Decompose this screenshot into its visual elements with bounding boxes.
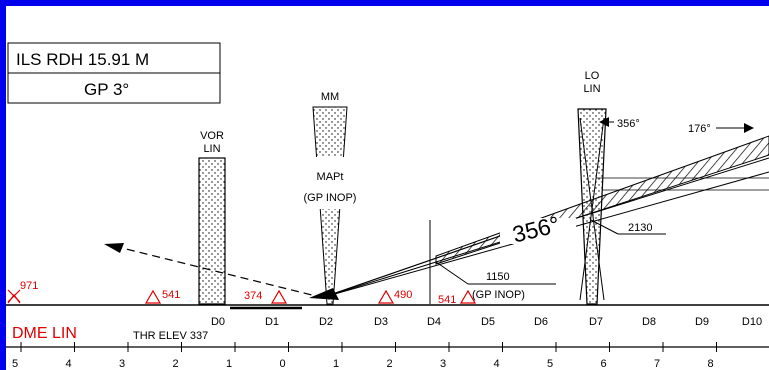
threshold-elevation-label: THR ELEV 337: [133, 330, 208, 342]
dme-label-d0: D0: [211, 316, 225, 328]
obstacle-490-label: 490: [394, 289, 412, 301]
vor-ident-label: LIN: [203, 143, 220, 155]
ils-rdh-text: ILS RDH 15.91 M: [16, 50, 149, 69]
scale-label: 4: [494, 358, 500, 370]
distance-scale: 5 4 3 2 1 0 1 2 3 4 5 6 7 8: [6, 342, 769, 370]
obstacle-374: 374: [244, 289, 288, 304]
dme-label-d1: D1: [265, 316, 279, 328]
obstacle-541-east-label: 541: [438, 294, 456, 306]
scale-label: 5: [547, 358, 553, 370]
scale-label: 0: [280, 358, 286, 370]
inbound-course-label: 356°: [617, 118, 640, 130]
procedure-profile-panel: ILS RDH 15.91 M GP 3° VOR LIN MM MAPt (G…: [6, 6, 769, 370]
scale-label: 1: [226, 358, 232, 370]
dme-label-d10: D10: [742, 316, 762, 328]
gp-angle-text: GP 3°: [84, 80, 129, 99]
middle-marker: MM MAPt (GP INOP): [298, 91, 366, 305]
altitude-2130: 2130: [590, 219, 666, 235]
obstacle-971: 971: [7, 280, 38, 304]
scale-label: 5: [12, 358, 18, 370]
approach-profile-diagram: ILS RDH 15.91 M GP 3° VOR LIN MM MAPt (G…: [6, 42, 769, 370]
scale-label: 8: [708, 358, 714, 370]
mapt-gp-inop-label: (GP INOP): [304, 192, 357, 204]
dme-source-label: DME LIN: [12, 325, 77, 342]
altitude-2130-label: 2130: [628, 222, 652, 234]
dme-label-d7: D7: [589, 316, 603, 328]
obstacle-490: 490: [377, 289, 412, 304]
obstacle-541-west: 541: [144, 289, 180, 304]
course-arrows: 356° 176°: [599, 117, 754, 135]
mapt-label: MAPt: [317, 171, 344, 183]
scale-label: 2: [173, 358, 179, 370]
missed-approach-track: [104, 243, 339, 300]
scale-label: 3: [440, 358, 446, 370]
altitude-1150: 1150 (GP INOP): [429, 220, 556, 304]
mm-label: MM: [321, 91, 339, 103]
dme-label-d2: D2: [319, 316, 333, 328]
outbound-course-label: 176°: [688, 123, 711, 135]
scale-label: 2: [387, 358, 393, 370]
scale-label: 3: [119, 358, 125, 370]
dme-label-d6: D6: [534, 316, 548, 328]
dme-label-d4: D4: [427, 316, 441, 328]
lo-ident-label: LIN: [583, 83, 600, 95]
obstacle-374-label: 374: [244, 290, 262, 302]
dme-label-d5: D5: [481, 316, 495, 328]
scale-label: 4: [66, 358, 72, 370]
obstacle-541-east: 541: [438, 289, 477, 306]
scale-label: 1: [333, 358, 339, 370]
scale-label: 6: [601, 358, 607, 370]
obstacle-541-west-label: 541: [162, 289, 180, 301]
altitude-1150-note: (GP INOP): [472, 289, 525, 301]
lo-label: LO: [585, 70, 600, 82]
lo-beacon: LO LIN: [577, 70, 607, 305]
ils-info-box: ILS RDH 15.91 M GP 3°: [7, 42, 221, 104]
obstacle-971-label: 971: [20, 280, 38, 292]
dme-label-d8: D8: [642, 316, 656, 328]
vor-beacon: VOR LIN: [198, 130, 226, 305]
dme-distance-labels: D0 D1 D2 D3 D4 D5 D6 D7 D8 D9 D10: [211, 316, 762, 328]
glide-path: 356°: [323, 135, 769, 298]
dme-label-d9: D9: [695, 316, 709, 328]
vor-label: VOR: [200, 130, 224, 142]
altitude-1150-label: 1150: [486, 271, 510, 283]
scale-label: 7: [654, 358, 660, 370]
dme-label-d3: D3: [374, 316, 388, 328]
